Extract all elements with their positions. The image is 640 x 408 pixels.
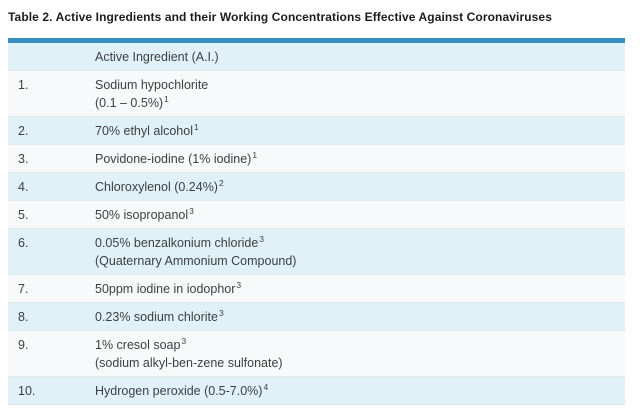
footnote-superscript: 3 bbox=[189, 206, 194, 216]
ingredient-text: 50% isopropanol bbox=[95, 208, 189, 222]
ingredient-cell: 70% ethyl alcohol1 bbox=[95, 117, 625, 145]
ingredient-cell: Chloroxylenol (0.24%)2 bbox=[95, 173, 625, 201]
footnote-superscript: 3 bbox=[181, 336, 187, 346]
table-row: 5. 50% isopropanol3 bbox=[8, 201, 625, 229]
ingredient-line: (0.1 – 0.5%)1 bbox=[95, 94, 615, 112]
row-number: 5. bbox=[18, 208, 29, 222]
header-ingredient-cell: Active Ingredient (A.I.) bbox=[95, 50, 219, 64]
ingredient-line: Povidone-iodine (1% iodine)1 bbox=[95, 150, 615, 168]
ingredient-text: 50ppm iodine in iodophor bbox=[95, 282, 236, 296]
table-header-row: Active Ingredient (A.I.) bbox=[8, 43, 625, 71]
ingredient-cell: Sodium hypochlorite (0.1 – 0.5%)1 bbox=[95, 71, 625, 117]
footnote-superscript: 3 bbox=[218, 308, 224, 318]
table-row: 7. 50ppm iodine in iodophor3 bbox=[8, 275, 625, 303]
ingredient-text: 0.05% benzalkonium chloride bbox=[95, 236, 259, 250]
ingredient-line: (Quaternary Ammonium Compound) bbox=[95, 252, 615, 270]
ingredient-text: (0.1 – 0.5%) bbox=[95, 96, 164, 110]
ingredient-text: Chloroxylenol (0.24%) bbox=[95, 180, 218, 194]
ingredient-text: Sodium hypochlorite bbox=[95, 78, 209, 92]
row-number: 6. bbox=[18, 236, 29, 250]
row-number: 9. bbox=[18, 338, 29, 352]
ingredient-text: Hydrogen peroxide (0.5-7.0%) bbox=[95, 384, 263, 398]
ingredient-cell: 50% isopropanol3 bbox=[95, 201, 625, 229]
ingredient-line: 0.23% sodium chlorite3 bbox=[95, 308, 615, 326]
footnote-superscript: 3 bbox=[259, 234, 265, 244]
footnote-superscript: 1 bbox=[193, 122, 199, 132]
footnote-superscript: 1 bbox=[164, 94, 169, 104]
ingredient-text: 1% cresol soap bbox=[95, 338, 181, 352]
ingredient-line: 1% cresol soap3 bbox=[95, 336, 615, 354]
ingredient-cell: Hydrogen peroxide (0.5-7.0%)4 bbox=[95, 377, 625, 405]
table-caption: Table 2. Active Ingredients and their Wo… bbox=[8, 10, 552, 24]
ingredient-text: (Quaternary Ammonium Compound) bbox=[95, 254, 297, 268]
ingredient-text: 0.23% sodium chlorite bbox=[95, 310, 218, 324]
row-number: 3. bbox=[18, 152, 29, 166]
ingredient-cell: Povidone-iodine (1% iodine)1 bbox=[95, 145, 625, 173]
table-rows: 1. Sodium hypochlorite (0.1 – 0.5%)1 2. 70% … bbox=[8, 71, 625, 405]
header-number-cell bbox=[8, 43, 95, 71]
footnote-superscript: 3 bbox=[236, 280, 242, 290]
table-row: 10. Hydrogen peroxide (0.5-7.0%)4 bbox=[8, 377, 625, 405]
row-number: 1. bbox=[18, 78, 29, 92]
table-row: 3. Povidone-iodine (1% iodine)1 bbox=[8, 145, 625, 173]
ingredient-text: 70% ethyl alcohol bbox=[95, 124, 193, 138]
ingredient-cell: 1% cresol soap3 (sodium alkyl-ben-zene su… bbox=[95, 331, 625, 377]
table-row: 2. 70% ethyl alcohol1 bbox=[8, 117, 625, 145]
row-number: 7. bbox=[18, 282, 29, 296]
ingredient-line: Sodium hypochlorite bbox=[95, 76, 615, 94]
ingredient-line: Hydrogen peroxide (0.5-7.0%)4 bbox=[95, 382, 615, 400]
ingredient-line: 70% ethyl alcohol1 bbox=[95, 122, 615, 140]
table-row: 8. 0.23% sodium chlorite3 bbox=[8, 303, 625, 331]
footnote-superscript: 4 bbox=[263, 382, 269, 392]
row-number: 4. bbox=[18, 180, 29, 194]
footnote-superscript: 2 bbox=[218, 178, 224, 188]
table-row: 9. 1% cresol soap3 (sodium alkyl-ben-zene … bbox=[8, 331, 625, 377]
ingredient-text: (sodium alkyl-ben-zene sulfonate) bbox=[95, 356, 283, 370]
ingredient-text: Povidone-iodine (1% iodine) bbox=[95, 152, 252, 166]
ingredient-line: Chloroxylenol (0.24%)2 bbox=[95, 178, 615, 196]
table-row: 4. Chloroxylenol (0.24%)2 bbox=[8, 173, 625, 201]
table-row: 6. 0.05% benzalkonium chloride3 (Quaternar… bbox=[8, 229, 625, 275]
footnote-superscript: 1 bbox=[252, 150, 258, 160]
ingredient-line: (sodium alkyl-ben-zene sulfonate) bbox=[95, 354, 615, 372]
ingredient-line: 50% isopropanol3 bbox=[95, 206, 615, 224]
row-number: 10. bbox=[18, 384, 36, 398]
ingredients-table: Active Ingredient (A.I.) 1. Sodium hypoch… bbox=[8, 38, 625, 405]
ingredient-cell: 0.05% benzalkonium chloride3 (Quaternary … bbox=[95, 229, 625, 275]
ingredient-cell: 50ppm iodine in iodophor3 bbox=[95, 275, 625, 303]
ingredient-cell: 0.23% sodium chlorite3 bbox=[95, 303, 625, 331]
table-row: 1. Sodium hypochlorite (0.1 – 0.5%)1 bbox=[8, 71, 625, 117]
ingredient-line: 50ppm iodine in iodophor3 bbox=[95, 280, 615, 298]
row-number: 2. bbox=[18, 124, 29, 138]
row-number: 8. bbox=[18, 310, 29, 324]
ingredient-line: 0.05% benzalkonium chloride3 bbox=[95, 234, 615, 252]
